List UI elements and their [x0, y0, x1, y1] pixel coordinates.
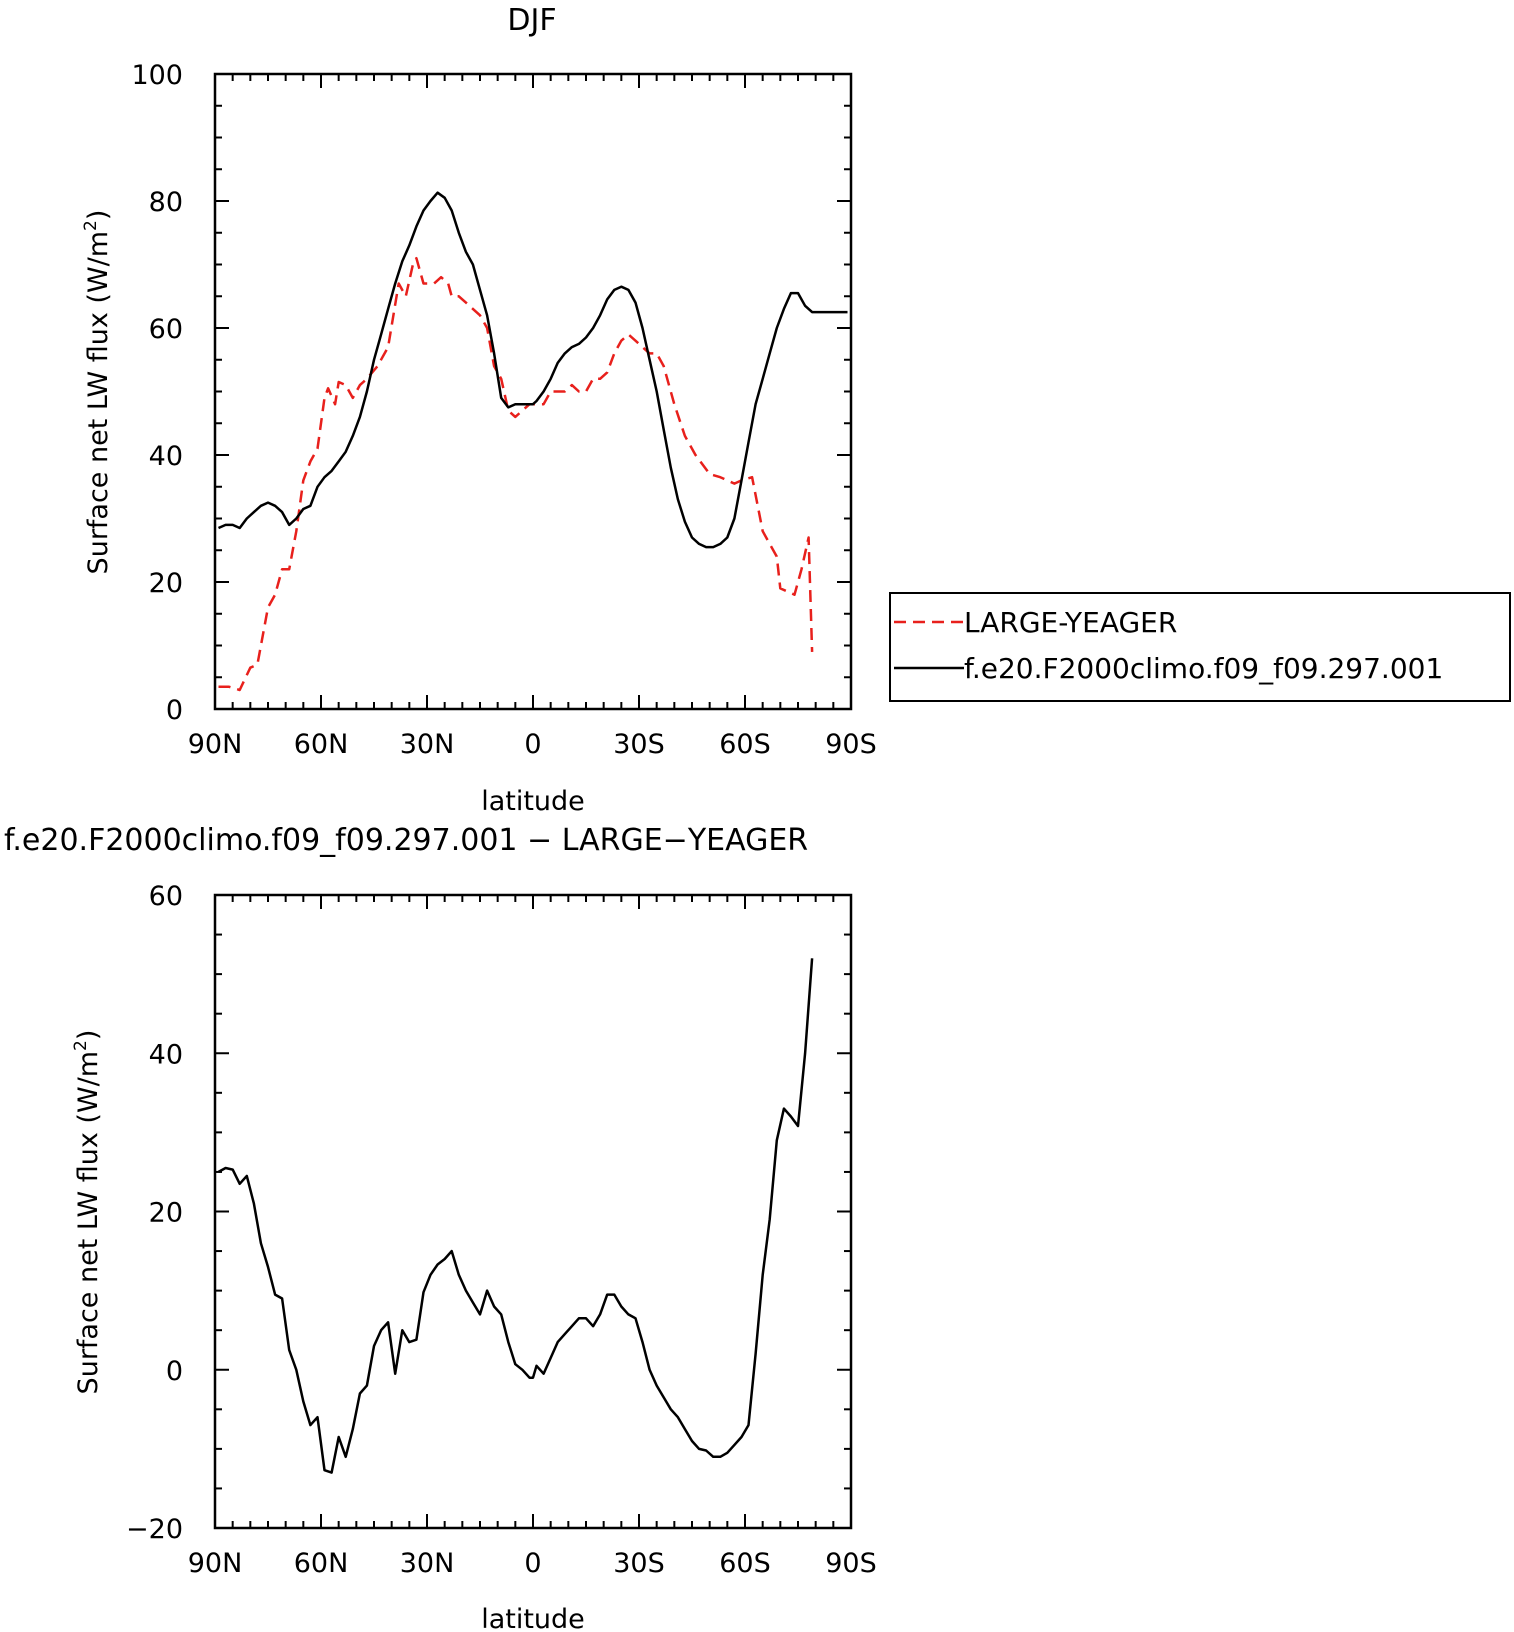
top-x-tick-label: 30N — [400, 729, 455, 760]
top-x-tick-label: 90N — [188, 729, 243, 760]
bottom-plot-frame — [213, 893, 853, 1530]
bottom-y-tick-label: 0 — [166, 1356, 183, 1387]
bottom-x-tick-label: 60N — [294, 1548, 349, 1579]
bottom-y-tick-label: 20 — [149, 1198, 183, 1229]
bottom-series-line-0 — [217, 958, 814, 1474]
top-x-tick-label: 60N — [294, 729, 349, 760]
bottom-x-tick-label: 90S — [825, 1548, 877, 1579]
bottom-y-tick-label: −20 — [126, 1514, 183, 1545]
top-y-tick-label: 40 — [149, 441, 183, 472]
top-y-tick-label: 80 — [149, 187, 183, 218]
top-x-axis-label: latitude — [481, 786, 585, 817]
legend-box — [889, 592, 1511, 702]
top-ticks: 90N 60N 30N 0 30S 60S 90S 0 20 40 60 80 100 — [131, 60, 876, 760]
bottom-x-tick-label: 90N — [188, 1548, 243, 1579]
top-series-line-large-yeager — [218, 256, 814, 692]
bottom-x-tick-label: 0 — [524, 1548, 541, 1579]
top-y-tick-label: 0 — [166, 695, 183, 726]
top-y-tick-label: 100 — [131, 60, 183, 91]
bottom-x-tick-label: 30S — [613, 1548, 665, 1579]
top-series-line-f-e20-f2000climo-f09-f09-297-001 — [217, 191, 848, 549]
legend: LARGE-YEAGER f.e20.F2000climo.f09_f09.29… — [889, 592, 1511, 702]
bottom-series-lines — [217, 958, 814, 1474]
legend-label-f-e20: f.e20.F2000climo.f09_f09.297.001 — [964, 652, 1443, 685]
legend-label-large-yeager: LARGE-YEAGER — [964, 606, 1177, 639]
bottom-chart-title: f.e20.F2000climo.f09_f09.297.001 − LARGE… — [4, 823, 808, 858]
top-plot-frame — [213, 72, 853, 711]
bottom-x-tick-label: 60S — [719, 1548, 771, 1579]
bottom-y-tick-label: 40 — [149, 1039, 183, 1070]
top-chart-title: DJF — [507, 3, 556, 38]
bottom-x-axis-label: latitude — [481, 1604, 585, 1632]
bottom-ticks: 90N 60N 30N 0 30S 60S 90S −20 0 20 40 60 — [126, 881, 877, 1579]
top-series-lines — [217, 191, 848, 692]
bottom-y-axis-label: Surface net LW flux (W/m2) — [71, 1030, 104, 1395]
top-panel: DJF 90N 60N 30N 0 30S 60S 90S 0 20 40 60 80 100 lati… — [81, 3, 1511, 817]
top-x-tick-label: 30S — [613, 729, 665, 760]
top-x-tick-label: 0 — [524, 729, 541, 760]
bottom-panel: f.e20.F2000climo.f09_f09.297.001 − LARGE… — [4, 823, 877, 1632]
top-x-tick-label: 60S — [719, 729, 771, 760]
top-y-axis-label: Surface net LW flux (W/m2) — [81, 210, 114, 575]
bottom-y-tick-label: 60 — [149, 881, 183, 912]
top-x-tick-label: 90S — [825, 729, 877, 760]
top-y-tick-label: 60 — [149, 314, 183, 345]
bottom-x-tick-label: 30N — [400, 1548, 455, 1579]
top-y-tick-label: 20 — [149, 568, 183, 599]
